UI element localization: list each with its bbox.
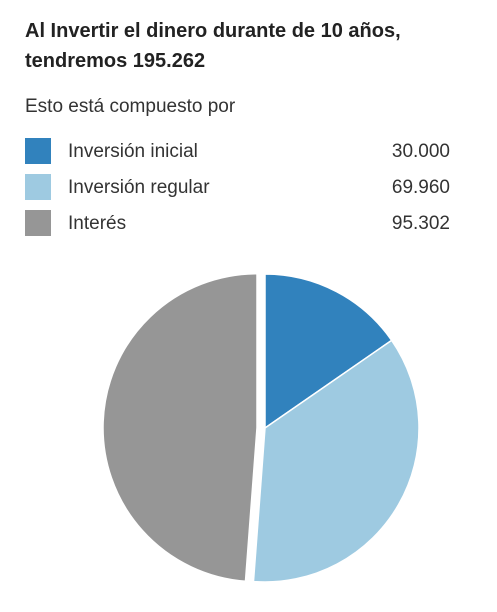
legend-label: Interés <box>68 213 127 234</box>
legend-item-interes: Interés 95.302 <box>25 209 450 245</box>
legend-value: 30.000 <box>391 141 450 162</box>
legend-label: Inversión inicial <box>68 141 198 162</box>
legend-item-inversion-inicial: Inversión inicial 30.000 <box>25 137 450 173</box>
pie-slice-inversion-inicial <box>264 273 393 429</box>
pie-chart <box>102 272 420 583</box>
legend-swatch-inversion-inicial <box>25 138 51 164</box>
chart-subtitle: Esto está compuesto por <box>25 96 236 117</box>
pie-slice-inversion-regular <box>252 339 420 583</box>
legend: Inversión inicial 30.000 Inversión regul… <box>25 137 450 245</box>
legend-value: 95.302 <box>391 213 450 234</box>
legend-item-inversion-regular: Inversión regular 69.960 <box>25 173 450 209</box>
legend-value: 69.960 <box>391 177 450 198</box>
chart-title: Al Invertir el dinero durante de 10 años… <box>25 20 401 72</box>
legend-label: Inversión regular <box>68 177 210 198</box>
legend-swatch-interes <box>25 210 51 236</box>
legend-swatch-inversion-regular <box>25 174 51 200</box>
pie-slice-interes <box>102 272 258 583</box>
